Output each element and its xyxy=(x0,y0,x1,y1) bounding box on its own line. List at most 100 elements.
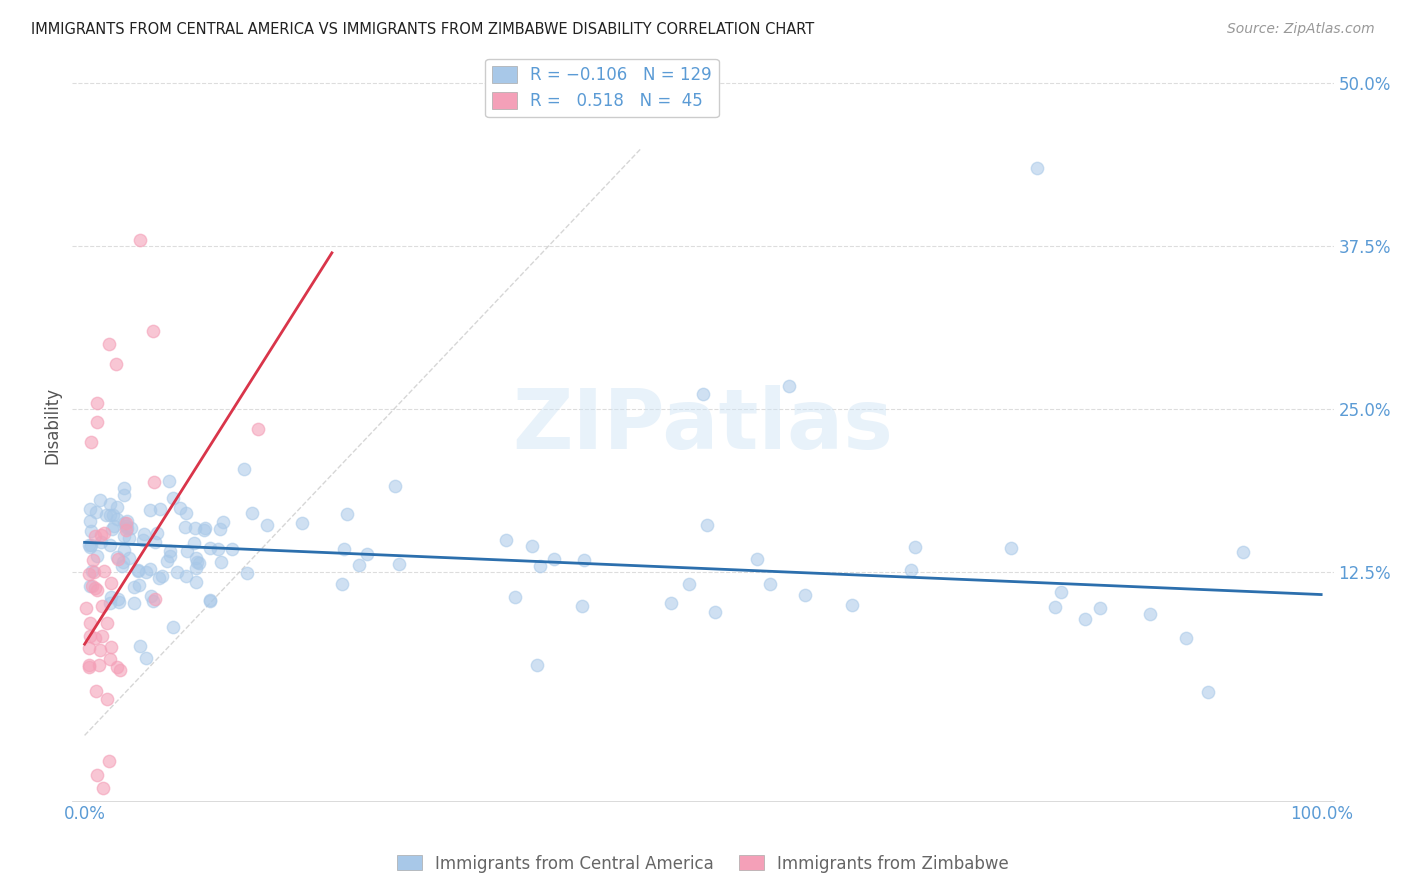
Point xyxy=(83,631,105,645)
Point xyxy=(184,551,207,566)
Point xyxy=(122,580,145,594)
Point xyxy=(162,491,184,506)
Point xyxy=(747,552,769,566)
Point xyxy=(571,599,593,614)
Point xyxy=(84,581,107,595)
Point xyxy=(96,691,118,706)
Point xyxy=(1043,599,1066,614)
Point xyxy=(112,516,135,531)
Point xyxy=(82,553,104,567)
Point xyxy=(77,538,100,552)
Point xyxy=(336,507,359,521)
Point xyxy=(134,565,156,579)
Point xyxy=(96,615,118,630)
Legend: R = −0.106   N = 129, R =   0.518   N =  45: R = −0.106 N = 129, R = 0.518 N = 45 xyxy=(485,59,718,117)
Point xyxy=(80,538,103,552)
Point xyxy=(91,599,114,614)
Point xyxy=(139,502,162,516)
Point xyxy=(120,521,142,535)
Point xyxy=(93,564,115,578)
Point xyxy=(115,523,138,537)
Point xyxy=(75,600,97,615)
Point xyxy=(1232,545,1254,559)
Point xyxy=(186,560,208,574)
Point xyxy=(132,533,155,547)
Point xyxy=(128,578,150,592)
Text: IMMIGRANTS FROM CENTRAL AMERICA VS IMMIGRANTS FROM ZIMBABWE DISABILITY CORRELATI: IMMIGRANTS FROM CENTRAL AMERICA VS IMMIG… xyxy=(31,22,814,37)
Point xyxy=(86,549,108,564)
Point xyxy=(176,544,198,558)
Point xyxy=(194,521,217,535)
Point xyxy=(132,527,155,541)
Point xyxy=(98,755,121,769)
Point xyxy=(1074,612,1097,626)
Point xyxy=(1050,585,1073,599)
Point xyxy=(86,583,108,598)
Point xyxy=(93,526,115,541)
Point xyxy=(118,551,141,566)
Y-axis label: Disability: Disability xyxy=(44,387,60,464)
Point xyxy=(173,520,195,534)
Point xyxy=(148,571,170,585)
Point xyxy=(112,543,135,558)
Point xyxy=(703,605,725,619)
Point xyxy=(118,532,141,546)
Point xyxy=(105,659,128,673)
Point xyxy=(193,523,215,537)
Point xyxy=(904,541,927,555)
Point xyxy=(111,555,134,569)
Point xyxy=(115,521,138,535)
Point xyxy=(105,500,128,515)
Point xyxy=(115,516,138,531)
Point xyxy=(1000,541,1022,556)
Point xyxy=(79,579,101,593)
Point xyxy=(176,569,198,583)
Point xyxy=(198,593,221,607)
Point xyxy=(83,529,105,543)
Point xyxy=(90,534,112,549)
Point xyxy=(112,488,135,502)
Point xyxy=(129,639,152,653)
Point xyxy=(98,497,121,511)
Point xyxy=(77,567,100,582)
Point xyxy=(1174,632,1197,646)
Point xyxy=(384,479,406,493)
Point xyxy=(572,553,595,567)
Point xyxy=(1139,607,1161,621)
Point xyxy=(169,500,191,515)
Point xyxy=(96,508,118,522)
Point xyxy=(184,520,207,534)
Point xyxy=(291,516,314,530)
Point xyxy=(82,579,104,593)
Point xyxy=(156,554,179,568)
Point xyxy=(127,564,149,578)
Point xyxy=(520,539,543,553)
Point xyxy=(89,528,111,542)
Point xyxy=(122,596,145,610)
Point xyxy=(221,542,243,557)
Point xyxy=(900,563,922,577)
Point xyxy=(149,501,172,516)
Point xyxy=(115,519,138,533)
Point xyxy=(157,474,180,488)
Point xyxy=(388,558,411,572)
Text: ZIPatlas: ZIPatlas xyxy=(512,385,893,467)
Point xyxy=(143,592,166,607)
Point xyxy=(112,528,135,542)
Point xyxy=(103,519,125,533)
Point xyxy=(330,576,353,591)
Point xyxy=(80,524,103,539)
Point xyxy=(82,565,104,579)
Point xyxy=(101,522,124,536)
Point xyxy=(77,657,100,672)
Point xyxy=(107,552,129,566)
Point xyxy=(79,616,101,631)
Point xyxy=(115,514,138,528)
Point xyxy=(135,650,157,665)
Point xyxy=(235,566,257,581)
Point xyxy=(529,558,551,573)
Point xyxy=(356,547,378,561)
Point xyxy=(100,590,122,604)
Point xyxy=(86,767,108,781)
Point xyxy=(104,357,127,371)
